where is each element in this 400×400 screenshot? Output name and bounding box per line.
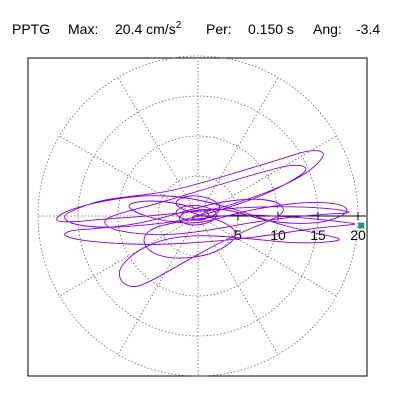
peak-marker <box>358 222 365 229</box>
max-value: 20.4 cm/s2 <box>115 20 182 37</box>
period-label: Per: <box>206 21 232 37</box>
angle-value: -3.4 <box>356 21 381 37</box>
trace-layer <box>56 150 355 288</box>
grid-spoke-150 <box>59 135 199 217</box>
station-code: PPTG <box>12 21 51 37</box>
particle-motion-trace-1 <box>56 150 355 288</box>
grid-spoke-210 <box>59 215 199 297</box>
radial-tick-label-10: 10 <box>270 227 286 243</box>
max-label: Max: <box>68 21 99 37</box>
grid-spoke-330 <box>197 215 337 297</box>
max-unit: cm/s <box>146 21 176 37</box>
grid-spoke-60 <box>197 77 279 217</box>
angle-label: Ang: <box>313 21 342 37</box>
grid-spoke-120 <box>117 77 199 217</box>
grid-spoke-30 <box>197 135 337 217</box>
plot-frame <box>27 57 368 377</box>
grid-spoke-240 <box>117 215 199 355</box>
max-unit-exponent: 2 <box>175 20 182 31</box>
max-value-number: 20.4 <box>115 21 143 37</box>
radial-tick-label-20: 20 <box>350 227 366 243</box>
period-value: 0.150 s <box>248 21 294 37</box>
plot-header: PPTG Max: 20.4 cm/s2 Per: 0.150 s Ang: -… <box>0 12 400 42</box>
grid-spoke-300 <box>197 215 279 355</box>
marker-layer <box>358 222 365 229</box>
radial-tick-label-15: 15 <box>310 227 326 243</box>
radial-tick-label-5: 5 <box>234 227 242 243</box>
